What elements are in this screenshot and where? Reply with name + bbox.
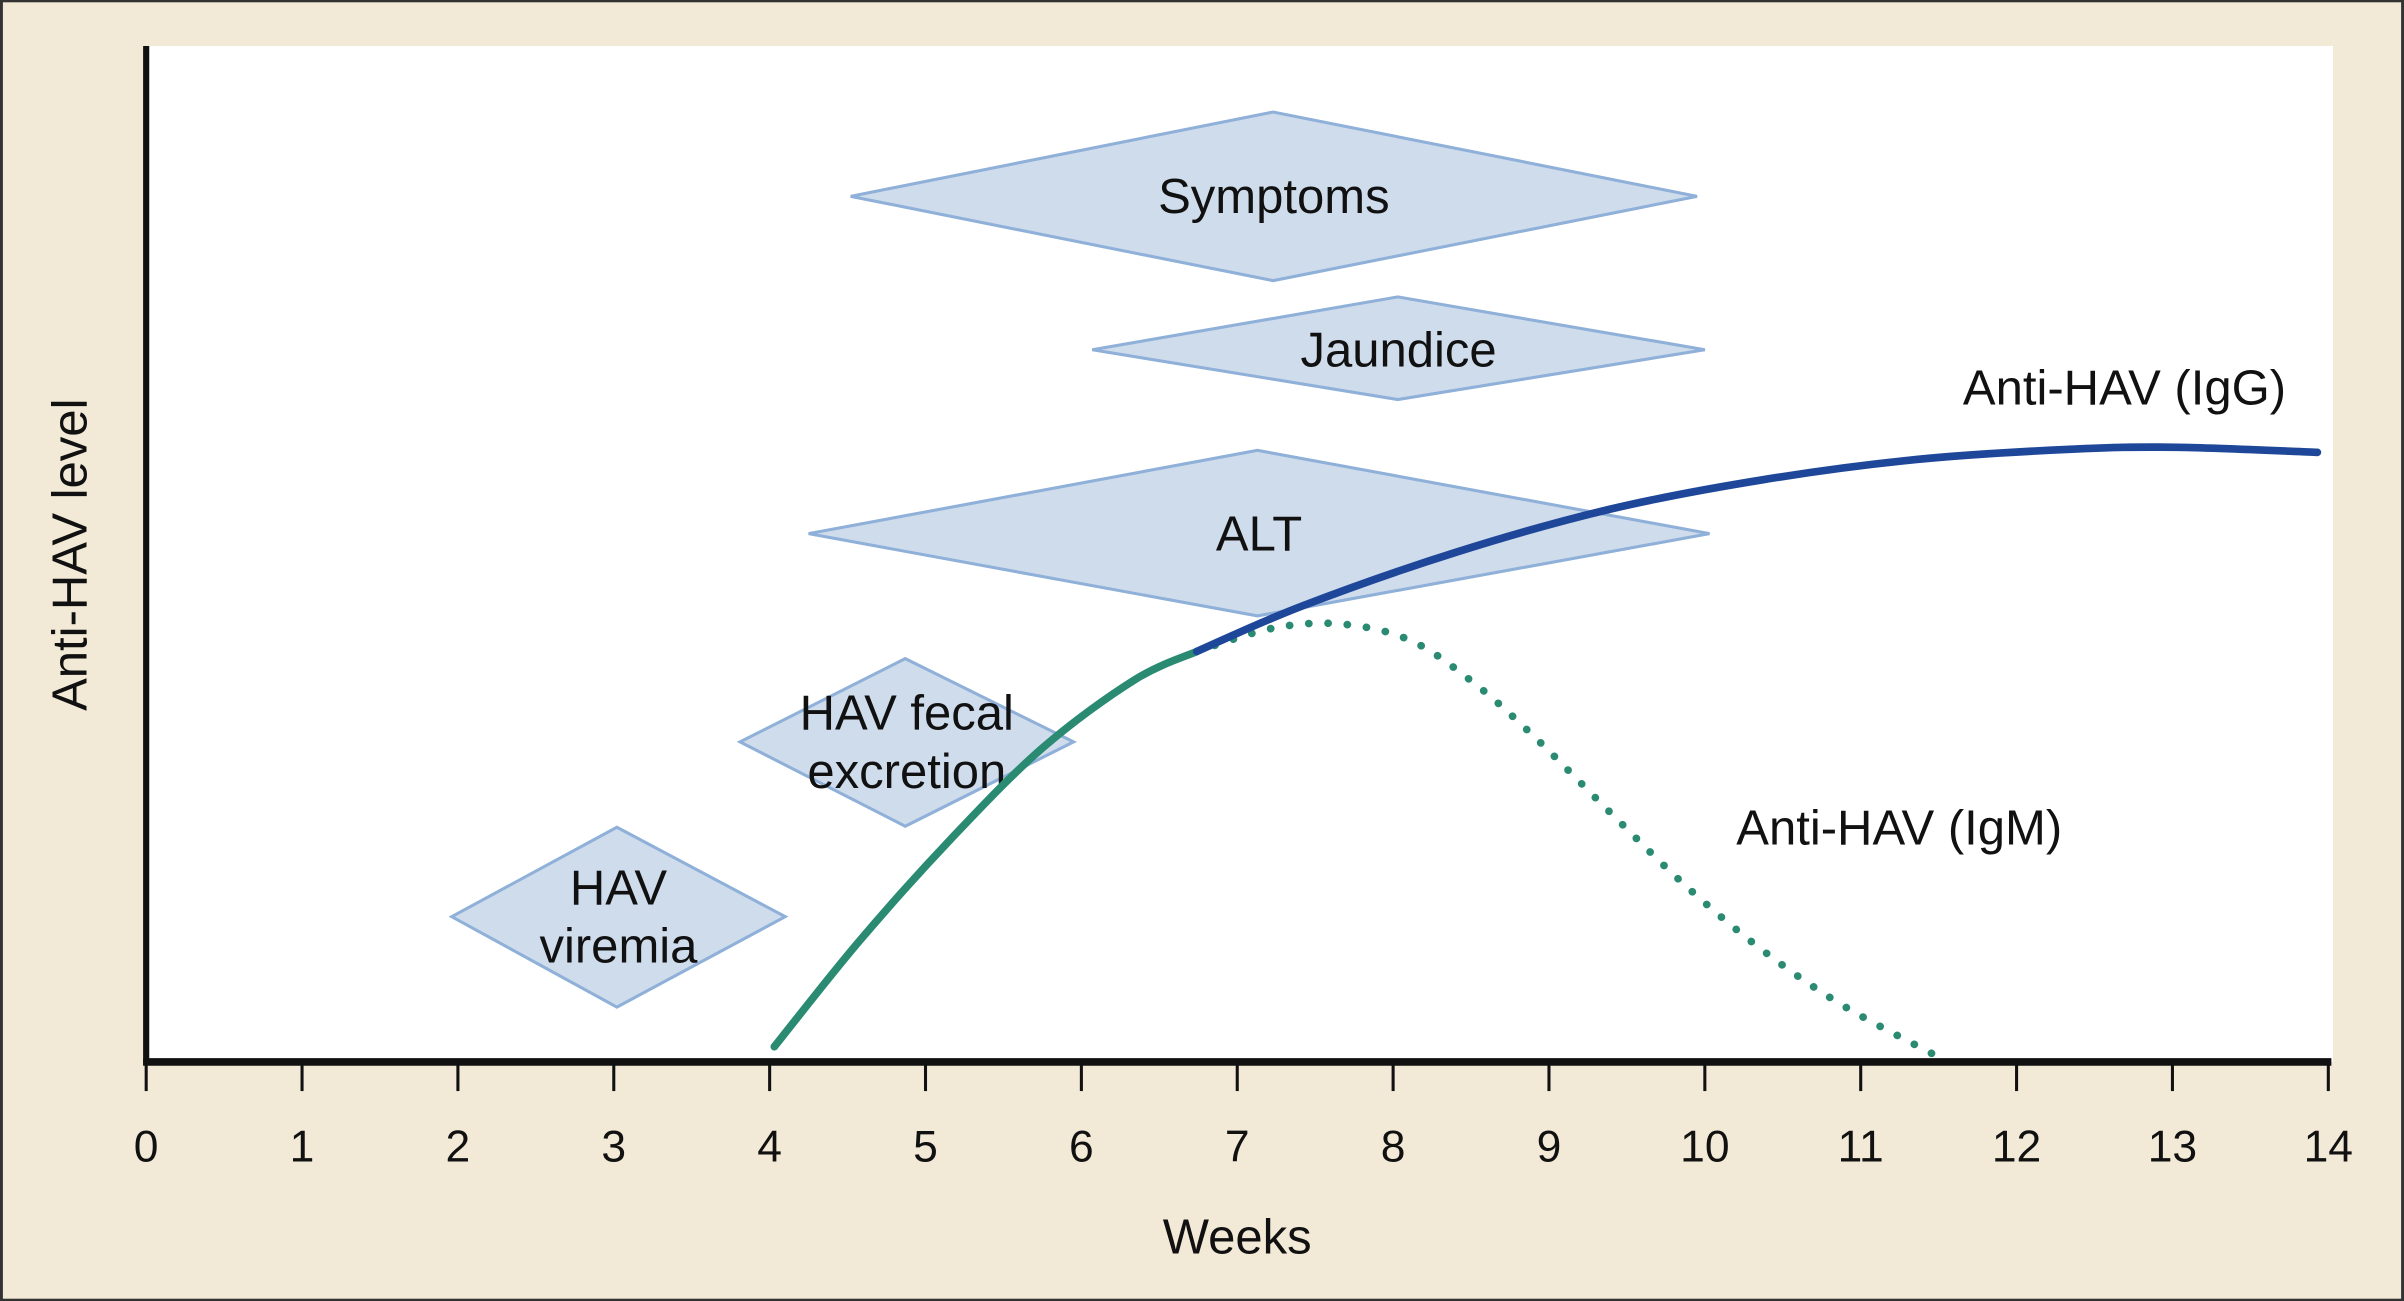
x-tick-label: 10: [1680, 1123, 1729, 1172]
x-tick-label: 1: [290, 1123, 315, 1172]
phase-label: viremia: [539, 920, 698, 974]
phase-label: excretion: [807, 745, 1006, 799]
phase-alt: ALT: [808, 448, 1710, 618]
x-tick-label: 3: [601, 1123, 626, 1172]
igg-line-solid: [1192, 443, 2322, 656]
x-axis-label: Weeks: [1163, 1210, 1312, 1264]
phase-diamond: [808, 448, 1710, 618]
x-tick-label: 12: [1992, 1123, 2041, 1172]
phase-label: Jaundice: [1300, 324, 1496, 378]
phase-label: Symptoms: [1158, 170, 1390, 224]
x-tick-label: 11: [1838, 1123, 1884, 1172]
x-tick-label: 5: [913, 1123, 938, 1172]
x-tick-label: 0: [134, 1123, 159, 1172]
x-tick-label: 13: [2148, 1123, 2197, 1172]
igm-label: Anti-HAV (IgM): [1736, 801, 2062, 855]
x-tick-label: 9: [1537, 1123, 1562, 1172]
igg-label: Anti-HAV (IgG): [1963, 362, 2286, 416]
phase-diamond: [850, 110, 1698, 283]
phase-symptoms: Symptoms: [850, 110, 1698, 283]
phase-label: HAV: [570, 861, 667, 915]
phase-diamond: [448, 825, 789, 1009]
phase-label: HAV fecal: [800, 687, 1014, 741]
x-tick-label: 8: [1381, 1123, 1406, 1172]
x-tick-label: 2: [446, 1123, 471, 1172]
x-tick-label: 4: [757, 1123, 782, 1172]
x-tick-label: 14: [2304, 1123, 2353, 1172]
phase-label: ALT: [1216, 507, 1302, 561]
phase-diamond: [736, 656, 1078, 828]
y-axis-label: Anti-HAV level: [43, 399, 97, 711]
x-tick-label: 7: [1225, 1123, 1250, 1172]
phase-jaundice: Jaundice: [1092, 295, 1706, 402]
x-tick-label: 6: [1069, 1123, 1094, 1172]
phase-diamond: [1092, 295, 1706, 402]
igm-line-solid: [770, 647, 1201, 1051]
